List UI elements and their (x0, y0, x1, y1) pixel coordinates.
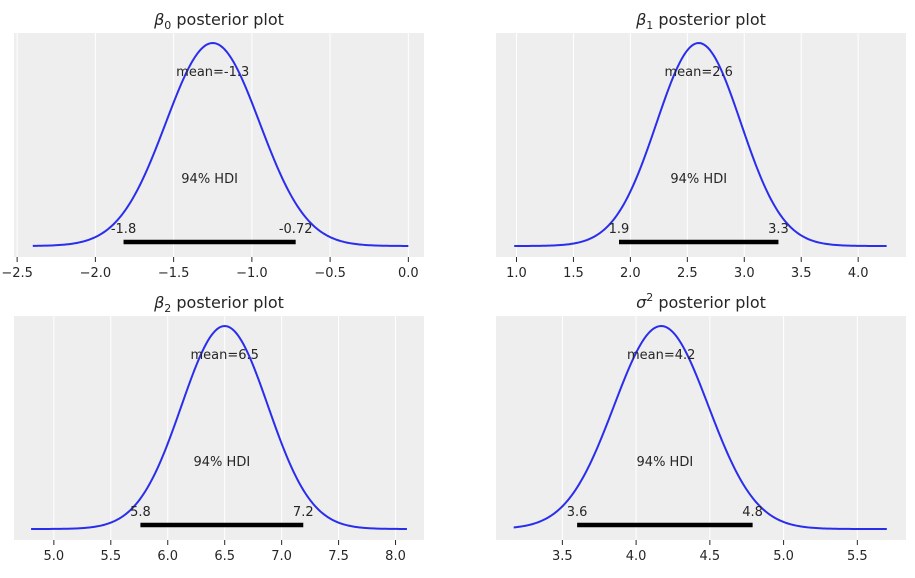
x-tick-label: 5.0 (773, 549, 794, 564)
x-tick-label: 2.0 (620, 266, 641, 281)
x-tick-label: 5.0 (44, 549, 65, 564)
title-symbol: β (153, 293, 164, 312)
x-tick-label: −0.5 (314, 266, 346, 281)
title-text: posterior plot (171, 293, 284, 312)
density-curve (514, 41, 887, 247)
hdi-label: 94% HDI (181, 172, 238, 187)
x-tick-label: 7.0 (271, 549, 292, 564)
x-tick-label: 6.0 (157, 549, 178, 564)
mean-label: mean=4.2 (627, 348, 695, 363)
title-text: posterior plot (171, 10, 284, 29)
x-tick-label: 1.0 (506, 266, 527, 281)
hdi-low-label: -1.8 (111, 222, 136, 237)
x-tick-label: 0.0 (398, 266, 419, 281)
plot-area (496, 316, 906, 540)
x-tick-label: 3.5 (552, 549, 573, 564)
x-tick-label: 2.5 (677, 266, 698, 281)
panel-title: β2 posterior plot (153, 293, 284, 315)
plot-area (496, 33, 906, 257)
density-curve (31, 324, 407, 530)
mean-label: mean=-1.3 (176, 65, 249, 80)
hdi-high-label: -0.72 (279, 222, 313, 237)
title-subscript: 2 (164, 302, 171, 315)
x-tick-label: 4.0 (626, 549, 647, 564)
title-symbol: β (153, 10, 164, 29)
posterior-panel-2: 5.8 7.2 94% HDI mean=6.5 5.0 5.5 6.0 6.5 7.0 7.5 8… (14, 293, 424, 564)
title-subscript: 1 (646, 19, 653, 32)
x-tick-label: −1.0 (236, 266, 268, 281)
x-tick-label: −2.5 (1, 266, 33, 281)
density-curve (513, 324, 887, 530)
x-tick-label: 3.5 (791, 266, 812, 281)
x-tick-label: 5.5 (100, 549, 121, 564)
plot-area (14, 33, 424, 257)
hdi-label: 94% HDI (670, 172, 727, 187)
x-tick-label: 7.5 (328, 549, 349, 564)
density-curve (32, 41, 409, 247)
x-tick-label: 1.5 (563, 266, 584, 281)
title-superscript: 2 (646, 291, 653, 304)
hdi-high-label: 7.2 (293, 505, 314, 520)
x-tick-label: 4.5 (700, 549, 721, 564)
x-tick-label: 3.0 (734, 266, 755, 281)
x-tick-label: 4.0 (848, 266, 869, 281)
hdi-label: 94% HDI (637, 455, 694, 470)
mean-label: mean=2.6 (665, 65, 733, 80)
plot-area (14, 316, 424, 540)
x-tick-label: 6.5 (214, 549, 235, 564)
posterior-panel-1: 1.9 3.3 94% HDI mean=2.6 1.0 1.5 2.0 2.5 3.0 3.5 4… (496, 10, 906, 281)
hdi-low-label: 1.9 (609, 222, 630, 237)
x-tick-label: −2.0 (80, 266, 112, 281)
panel-title: β0 posterior plot (153, 10, 284, 32)
title-text: posterior plot (653, 10, 766, 29)
x-tick-label: −1.5 (158, 266, 190, 281)
hdi-high-label: 3.3 (768, 222, 789, 237)
hdi-low-label: 5.8 (130, 505, 151, 520)
title-symbol: σ (636, 293, 647, 312)
panel-title: σ2 posterior plot (636, 291, 766, 312)
hdi-high-label: 4.8 (742, 505, 763, 520)
x-tick-label: 5.5 (847, 549, 868, 564)
hdi-label: 94% HDI (194, 455, 251, 470)
hdi-low-label: 3.6 (567, 505, 588, 520)
title-subscript: 0 (164, 19, 171, 32)
mean-label: mean=6.5 (190, 348, 258, 363)
posterior-panel-0: -1.8 -0.72 94% HDI mean=-1.3 −2.5 −2.0 −1.5 −1.… (1, 10, 424, 281)
posterior-panel-3: 3.6 4.8 94% HDI mean=4.2 3.5 4.0 4.5 5.0 5.5 σ2 p… (496, 291, 906, 564)
x-tick-label: 8.0 (385, 549, 406, 564)
title-symbol: β (635, 10, 646, 29)
title-text: posterior plot (653, 293, 766, 312)
panel-title: β1 posterior plot (635, 10, 766, 32)
